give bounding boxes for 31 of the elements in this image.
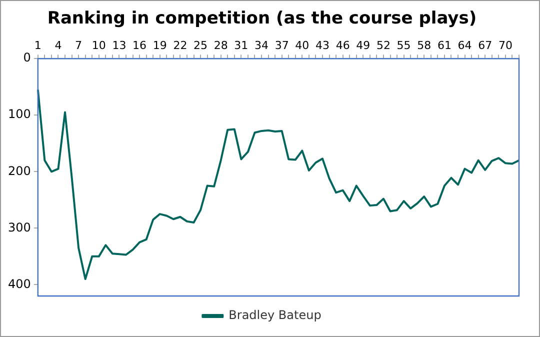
x-tick-label: 31 <box>234 38 248 52</box>
x-tick-label: 61 <box>437 38 452 52</box>
chart-title: Ranking in competition (as the course plays) <box>47 8 477 29</box>
legend-label: Bradley Bateup <box>228 308 322 322</box>
y-tick-label: 300 <box>8 220 31 234</box>
x-tick-label: 10 <box>92 38 106 52</box>
x-tick-label: 13 <box>112 38 126 52</box>
y-tick-label: 400 <box>8 276 31 291</box>
x-tick-label: 52 <box>376 38 390 52</box>
y-tick-label: 0 <box>23 50 31 65</box>
x-tick-label: 34 <box>254 38 269 52</box>
x-tick-label: 19 <box>152 38 167 52</box>
x-tick-label: 16 <box>132 38 147 52</box>
x-tick-label: 46 <box>336 38 350 52</box>
x-tick-label: 37 <box>274 38 289 52</box>
x-tick-label: 25 <box>194 38 208 52</box>
x-tick-label: 67 <box>478 38 492 52</box>
x-tick-label: 70 <box>498 38 512 52</box>
x-tick-label: 22 <box>173 38 188 52</box>
x-tick-label: 55 <box>396 38 411 52</box>
x-tick-label: 64 <box>458 38 472 52</box>
x-tick-label: 1 <box>34 38 42 52</box>
x-tick-label: 49 <box>356 38 370 52</box>
x-tick-label: 43 <box>315 38 330 52</box>
x-tick-label: 58 <box>417 38 432 52</box>
y-tick-label: 200 <box>8 164 31 178</box>
x-tick-label: 4 <box>54 38 62 52</box>
y-tick-label: 100 <box>8 107 31 122</box>
x-tick-label: 40 <box>295 38 310 52</box>
x-tick-label: 7 <box>75 38 82 52</box>
x-tick-label: 28 <box>214 38 228 52</box>
